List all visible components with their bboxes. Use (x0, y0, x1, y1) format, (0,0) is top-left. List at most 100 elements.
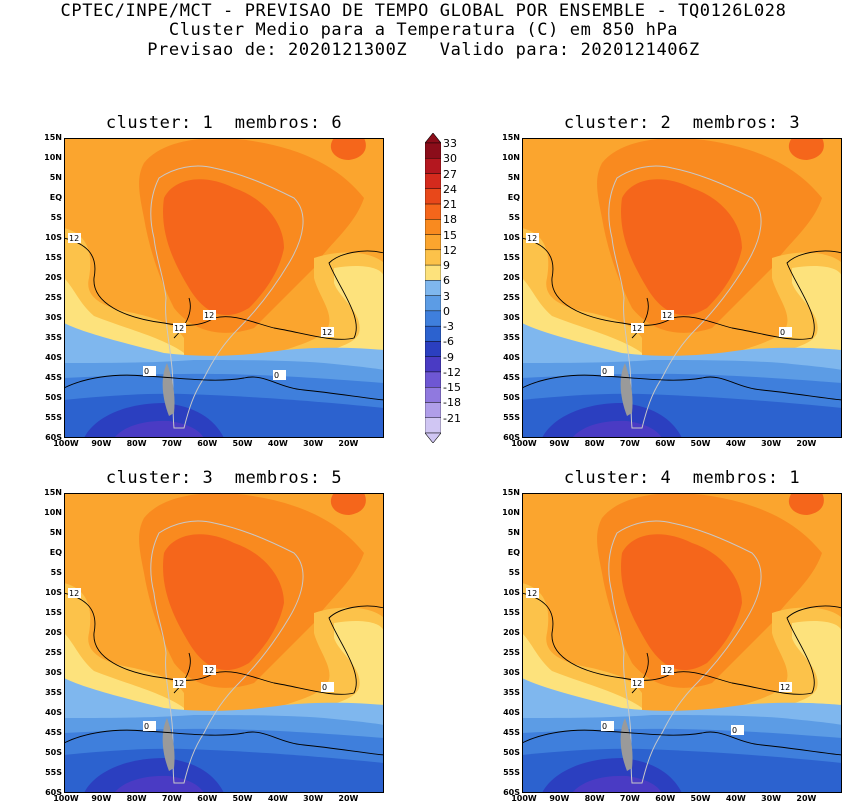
colorbar-swatch (425, 387, 441, 403)
header-title-line1: CPTEC/INPE/MCT - PREVISAO DE TEMPO GLOBA… (60, 1, 787, 21)
temperature-band (788, 138, 824, 160)
contour-label: 12 (69, 234, 79, 243)
lat-label: 30S (503, 668, 520, 677)
lat-label: 50S (503, 393, 520, 402)
lat-label: 50S (503, 748, 520, 757)
lat-label: 45S (503, 728, 520, 737)
lat-label: 45S (45, 728, 62, 737)
contour-12-inner (173, 297, 191, 339)
panel-4-title: cluster: 4 membros: 1 (563, 468, 801, 488)
colorbar-label: 0 (443, 304, 450, 318)
lat-label: 30S (45, 313, 62, 322)
contour-12 (522, 592, 842, 695)
contour-0 (64, 729, 384, 756)
lon-label: 80W (584, 439, 605, 448)
lat-label: 35S (45, 333, 62, 342)
lat-label: 50S (45, 748, 62, 757)
contour-label-bg (631, 678, 644, 688)
contour-label-bg (631, 323, 644, 333)
lon-label: 50W (690, 794, 711, 803)
colorbar-label: 30 (443, 152, 457, 166)
temperature-band (572, 420, 662, 438)
temperature-band (114, 420, 204, 438)
panel-2-title: cluster: 2 membros: 3 (563, 113, 801, 133)
lon-label: 100W (53, 794, 79, 803)
contour-label: 12 (632, 679, 642, 688)
lat-label: 10S (45, 588, 62, 597)
panel-3-map: 12 12 12 0 0 (64, 493, 384, 793)
contour-label-bg (526, 233, 539, 243)
contour-12-inner (631, 297, 649, 339)
lon-label: 40W (725, 794, 746, 803)
map-frame (64, 138, 384, 438)
lat-label: 5N (49, 528, 62, 537)
colorbar-swatch (425, 219, 441, 235)
lat-label: 40S (45, 708, 62, 717)
colorbar-label: 21 (443, 198, 457, 212)
lon-label: 50W (232, 794, 253, 803)
contour-label-bg (143, 721, 156, 731)
temperature-band (284, 621, 384, 718)
temperature-band (163, 534, 284, 671)
colorbar-swatch (425, 188, 441, 205)
colorbar-label: -15 (443, 381, 461, 395)
colorbar-swatch (425, 280, 441, 296)
lat-label: 5S (508, 568, 520, 577)
lat-label: 55S (45, 768, 62, 777)
colorbar-swatch (425, 371, 441, 388)
colorbar-label: 24 (443, 182, 457, 196)
lat-label: 55S (45, 413, 62, 422)
contour-label: 12 (662, 311, 672, 320)
colorbar-label: 6 (443, 274, 450, 288)
lat-label: 15S (45, 608, 62, 617)
contour-label: 12 (527, 589, 537, 598)
contour-label-bg (173, 678, 186, 688)
lon-label: 30W (761, 794, 782, 803)
land-patagonia (620, 718, 633, 771)
lat-label: 5N (507, 173, 520, 182)
colorbar-swatch (425, 325, 441, 342)
colorbar-swatch (425, 234, 441, 251)
lat-label: EQ (49, 193, 62, 202)
colorbar-swatch (425, 356, 441, 373)
contour-label-bg (601, 721, 614, 731)
lon-label: 50W (232, 439, 253, 448)
lat-label: EQ (507, 193, 520, 202)
lat-label: 25S (45, 293, 62, 302)
land-patagonia (620, 363, 633, 416)
contour-label: 12 (204, 311, 214, 320)
lon-label: 50W (690, 439, 711, 448)
lat-label: 15S (503, 608, 520, 617)
lon-label: 20W (796, 794, 817, 803)
lon-label: 30W (303, 794, 324, 803)
contour-label-bg (143, 366, 156, 376)
colorbar-top-arrow (425, 133, 441, 144)
colorbar-label: -21 (443, 411, 461, 425)
lat-label: 25S (503, 293, 520, 302)
lat-label: 20S (503, 273, 520, 282)
contour-label-bg (526, 588, 539, 598)
lon-label: 60W (197, 439, 218, 448)
colorbar-swatch (425, 264, 441, 281)
lat-label: 5S (50, 568, 62, 577)
colorbar-swatch (425, 158, 441, 174)
colorbar-swatch (425, 295, 441, 312)
colorbar-label: 18 (443, 213, 457, 227)
lon-label: 70W (619, 439, 640, 448)
contour-label-bg (273, 370, 286, 380)
contour-label: 0 (602, 367, 607, 376)
contour-label-bg (661, 310, 674, 320)
panel-2-map: 12 12 12 0 0 (522, 138, 842, 438)
lon-label: 100W (511, 794, 537, 803)
panel-4-map: 12 12 12 12 0 0 (522, 493, 842, 793)
lat-label: 15N (502, 488, 520, 497)
colorbar-label: -9 (443, 350, 454, 364)
land-patagonia (162, 363, 175, 416)
contour-label: 0 (602, 722, 607, 731)
lat-label: 20S (503, 628, 520, 637)
temperature-band (114, 775, 204, 793)
lat-label: 10N (502, 153, 520, 162)
colorbar-swatch (425, 310, 441, 327)
contour-label-bg (203, 310, 216, 320)
lon-label: 60W (655, 794, 676, 803)
